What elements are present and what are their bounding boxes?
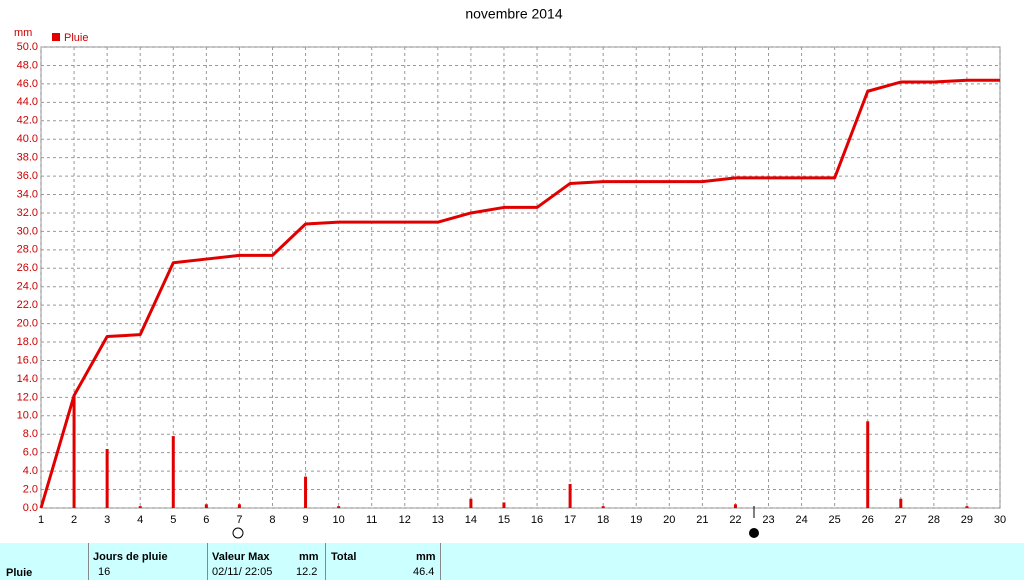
y-tick-label: 26.0 — [17, 262, 38, 274]
x-tick-label: 14 — [465, 514, 477, 526]
y-tick-label: 34.0 — [17, 188, 38, 200]
x-tick-label: 28 — [928, 514, 940, 526]
x-tick-label: 29 — [961, 514, 973, 526]
bar — [237, 504, 241, 508]
y-tick-label: 42.0 — [17, 115, 38, 127]
y-tick-label: 38.0 — [17, 152, 38, 164]
x-tick-label: 21 — [696, 514, 708, 526]
x-tick-label: 22 — [729, 514, 741, 526]
y-tick-label: 48.0 — [17, 59, 38, 71]
y-tick-label: 46.0 — [17, 78, 38, 90]
x-tick-label: 11 — [366, 514, 377, 526]
header: Jours de pluie — [93, 551, 168, 563]
bar — [965, 506, 969, 508]
x-tick-label: 12 — [399, 514, 411, 526]
y-tick-label: 18.0 — [17, 336, 38, 348]
y-tick-label: 14.0 — [17, 373, 38, 385]
y-axis-label: mm — [14, 27, 32, 39]
header: Valeur Max — [212, 551, 270, 563]
x-tick-label: 19 — [630, 514, 642, 526]
x-tick-label: 27 — [895, 514, 907, 526]
x-tick-label: 3 — [104, 514, 110, 526]
x-tick-label: 24 — [795, 514, 807, 526]
x-tick-label: 17 — [564, 514, 576, 526]
plot-frame — [40, 46, 1001, 509]
footer-table: Pluie Jours de pluie Valeur Max mm Total… — [0, 543, 1024, 580]
full-moon-icon — [232, 527, 244, 539]
y-tick-label: 44.0 — [17, 96, 38, 108]
x-tick-label: 30 — [994, 514, 1006, 526]
y-tick-label: 28.0 — [17, 244, 38, 256]
bar — [138, 506, 142, 508]
y-tick-label: 16.0 — [17, 354, 38, 366]
y-tick-label: 22.0 — [17, 299, 38, 311]
x-tick-label: 6 — [203, 514, 209, 526]
x-tick-label: 5 — [170, 514, 176, 526]
x-tick-label: 10 — [332, 514, 344, 526]
x-tick-label: 1 — [38, 514, 44, 526]
header: Total — [331, 551, 357, 563]
bar — [866, 421, 870, 508]
x-tick-label: 2 — [71, 514, 77, 526]
chart: novembre 2014 mm 0.0 2.0 4.0 6.0 8.0 10.0 12.0… — [14, 6, 1006, 539]
x-tick-label: 8 — [269, 514, 275, 526]
y-tick-label: 36.0 — [17, 170, 38, 182]
x-tick-label: 7 — [236, 514, 242, 526]
header: mm — [416, 551, 436, 563]
bar — [502, 502, 506, 508]
x-tick-label: 4 — [137, 514, 143, 526]
x-tick-label: 18 — [597, 514, 609, 526]
value: 02/11/ 22:05 — [212, 566, 273, 578]
x-tick-label: 16 — [531, 514, 543, 526]
y-tick-label: 6.0 — [23, 447, 38, 459]
y-tick-label: 32.0 — [17, 207, 38, 219]
header: mm — [299, 551, 319, 563]
bar — [171, 436, 175, 508]
x-tick-label: 25 — [829, 514, 841, 526]
y-tick-label: 0.0 — [23, 502, 38, 514]
separator — [440, 543, 441, 580]
x-tick-label: 23 — [762, 514, 774, 526]
bar — [337, 506, 341, 508]
bar — [601, 506, 605, 508]
bar — [105, 448, 109, 508]
bar — [72, 395, 76, 508]
value: 46.4 — [413, 566, 435, 578]
x-tick-label: 26 — [862, 514, 874, 526]
bar — [204, 504, 208, 508]
value: 12.2 — [296, 566, 318, 578]
y-tick-label: 50.0 — [17, 41, 38, 53]
bar — [304, 476, 308, 508]
new-moon-icon — [749, 528, 759, 538]
x-tick-label: 9 — [302, 514, 308, 526]
legend-label: Pluie — [64, 32, 88, 44]
y-tick-label: 2.0 — [23, 483, 38, 495]
separator — [207, 543, 208, 580]
y-tick-label: 4.0 — [23, 465, 38, 477]
bar — [899, 498, 903, 508]
separator — [325, 543, 326, 580]
bar — [568, 484, 572, 508]
y-tick-label: 40.0 — [17, 133, 38, 145]
x-tick-label: 15 — [498, 514, 510, 526]
x-tick-label: 20 — [663, 514, 675, 526]
y-tick-label: 10.0 — [17, 410, 38, 422]
y-tick-label: 8.0 — [23, 428, 38, 440]
bar — [733, 504, 737, 508]
y-tick-label: 20.0 — [17, 318, 38, 330]
x-tick-label: 13 — [432, 514, 444, 526]
y-tick-label: 24.0 — [17, 281, 38, 293]
y-tick-label: 30.0 — [17, 225, 38, 237]
value: 16 — [98, 566, 111, 578]
separator — [88, 543, 89, 580]
cumulative-line — [39, 78, 1000, 509]
row-label: Pluie — [6, 567, 33, 579]
y-tick-label: 12.0 — [17, 391, 38, 403]
bar — [469, 498, 473, 508]
chart-title: novembre 2014 — [465, 6, 563, 22]
legend-swatch — [52, 33, 60, 41]
